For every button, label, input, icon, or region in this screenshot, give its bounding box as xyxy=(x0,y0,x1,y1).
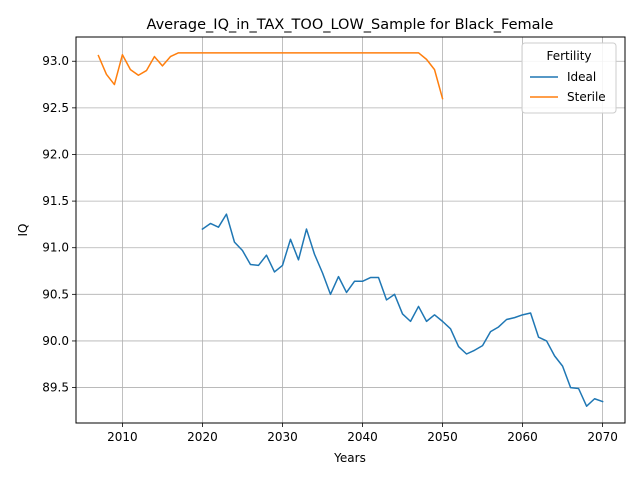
legend-label-sterile: Sterile xyxy=(567,90,606,104)
grid-lines xyxy=(76,37,625,423)
series-line-ideal xyxy=(201,213,604,407)
y-tick-label: 92.0 xyxy=(42,147,69,161)
x-tick-label: 2030 xyxy=(267,430,298,444)
y-tick-label: 90.5 xyxy=(42,287,69,301)
legend-label-ideal: Ideal xyxy=(567,70,596,84)
chart-title: Average_IQ_in_TAX_TOO_LOW_Sample for Bla… xyxy=(147,17,554,33)
x-tick-label: 2010 xyxy=(107,430,138,444)
x-axis-ticks: 2010 2020 2030 2040 2050 2060 2070 xyxy=(107,423,618,444)
y-tick-label: 89.5 xyxy=(42,381,69,395)
x-axis-label: Years xyxy=(333,451,366,465)
legend: Fertility Ideal Sterile xyxy=(521,42,617,114)
legend-title: Fertility xyxy=(546,49,591,63)
y-tick-label: 93.0 xyxy=(42,54,69,68)
y-axis-ticks: 89.5 90.0 90.5 91.0 91.5 92.0 92.5 93.0 xyxy=(42,54,76,395)
legend-box xyxy=(521,42,617,114)
x-tick-label: 2050 xyxy=(427,430,458,444)
x-tick-label: 2040 xyxy=(347,430,378,444)
y-tick-label: 90.0 xyxy=(42,334,69,348)
y-tick-label: 91.5 xyxy=(42,194,69,208)
x-tick-label: 2060 xyxy=(507,430,538,444)
x-tick-label: 2070 xyxy=(587,430,618,444)
y-tick-label: 92.5 xyxy=(42,101,69,115)
x-tick-label: 2020 xyxy=(187,430,218,444)
y-axis-label: IQ xyxy=(16,224,30,237)
series-line-sterile xyxy=(97,52,444,100)
plot-lines xyxy=(97,52,604,407)
plot-frame xyxy=(75,36,626,424)
y-tick-label: 91.0 xyxy=(42,241,69,255)
